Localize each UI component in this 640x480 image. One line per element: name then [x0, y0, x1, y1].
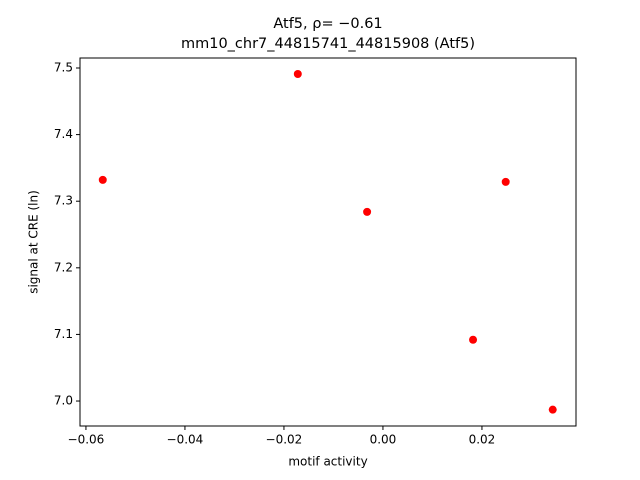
point [548, 405, 557, 414]
x-tick-label: −0.02 [266, 433, 303, 447]
x-axis-label: motif activity [288, 455, 367, 469]
y-tick-label: 7.4 [54, 127, 73, 141]
y-tick-label: 7.2 [54, 260, 73, 274]
chart-subtitle: mm10_chr7_44815741_44815908 (Atf5) [181, 36, 475, 52]
x-tick-label: 0.00 [370, 433, 397, 447]
y-tick-label: 7.5 [54, 60, 73, 74]
point [501, 177, 510, 186]
point [293, 69, 302, 78]
point [469, 335, 478, 344]
point [98, 175, 107, 184]
x-tick-label: −0.04 [167, 433, 204, 447]
plot-frame [79, 57, 577, 427]
y-axis-label: signal at CRE (ln) [27, 190, 41, 294]
chart-title: Atf5, ρ= −0.61 [273, 16, 382, 32]
y-tick-label: 7.1 [54, 327, 73, 341]
y-tick-label: 7.0 [54, 394, 73, 408]
y-tick-label: 7.3 [54, 194, 73, 208]
point [363, 207, 372, 216]
x-tick-label: 0.02 [469, 433, 496, 447]
x-tick-label: −0.06 [68, 433, 105, 447]
